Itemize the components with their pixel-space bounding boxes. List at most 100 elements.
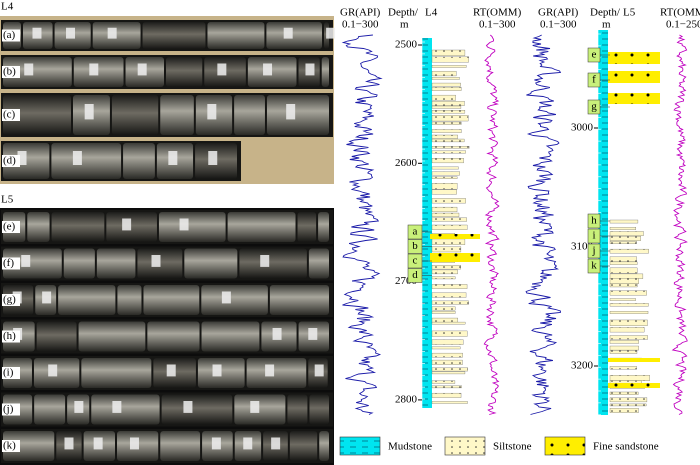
siltstone-band: [609, 219, 639, 224]
siltstone-band: [609, 290, 647, 296]
row-label-bg: [2, 109, 20, 121]
core-tag: [137, 63, 147, 76]
siltstone-band: [609, 327, 645, 333]
core-piece: [51, 143, 122, 179]
core-piece: [166, 57, 203, 87]
core-piece: [161, 394, 233, 425]
rt-header: RT(OMM): [660, 7, 700, 19]
depth-tick-label: 2500: [395, 39, 418, 51]
mudstone-column: [598, 30, 608, 415]
core-piece: [247, 57, 297, 87]
siltstone-band: [431, 171, 460, 176]
siltstone-band: [431, 65, 467, 68]
siltstone-band: [609, 335, 648, 340]
depth-tick-label: 3000: [571, 122, 594, 134]
siltstone-band: [431, 306, 456, 311]
core-piece: [63, 248, 95, 279]
siltstone-band: [431, 134, 458, 139]
siltstone-band: [609, 231, 644, 236]
core-tag: [272, 328, 282, 340]
row-label: (k): [3, 440, 16, 452]
depth-unit: m: [602, 19, 611, 31]
sample-label: b: [412, 240, 418, 252]
fine-sandstone-band: [608, 71, 660, 83]
core-piece: [269, 285, 329, 315]
siltstone-band: [431, 49, 466, 56]
row-label-bg: [2, 440, 20, 452]
siltstone-band: [431, 82, 461, 87]
siltstone-band: [431, 56, 469, 63]
core-piece: [158, 212, 226, 242]
core-tag: [271, 437, 281, 450]
core-tag: [207, 104, 217, 120]
core-piece: [321, 57, 329, 87]
gr-range: 0.1−300: [342, 19, 379, 31]
siltstone-band: [431, 94, 456, 101]
core-piece: [142, 22, 206, 49]
core-tag: [286, 104, 296, 120]
siltstone-band: [431, 86, 462, 91]
row-label: (e): [3, 221, 16, 233]
fine-sandstone-band: [608, 52, 660, 64]
siltstone-band: [431, 166, 459, 170]
well-title: L4: [425, 7, 438, 19]
core-piece: [201, 321, 260, 352]
siltstone-band: [431, 176, 458, 179]
row-label-bg: [2, 294, 20, 306]
sample-label: j: [591, 245, 595, 257]
core-tag: [314, 364, 324, 377]
core-tag: [243, 437, 253, 450]
siltstone-band: [431, 183, 458, 190]
siltstone-band: [431, 115, 469, 122]
siltstone-band: [609, 227, 637, 230]
siltstone-band: [431, 224, 468, 230]
siltstone-band: [431, 367, 468, 372]
sample-label: g: [591, 101, 597, 113]
siltstone-band: [609, 261, 638, 265]
core-tag: [263, 63, 273, 76]
siltstone-band: [431, 206, 458, 213]
row-label: (i): [3, 367, 14, 379]
row-label-bg: [2, 403, 20, 416]
legend-swatch: [339, 436, 381, 456]
siltstone-band: [431, 359, 463, 365]
core-piece: [106, 212, 157, 242]
photo-label: L5: [1, 194, 14, 206]
row-label: (c): [3, 109, 16, 121]
core-tag: [17, 151, 27, 165]
sample-label: a: [413, 226, 418, 238]
siltstone-band: [609, 298, 636, 301]
siltstone-band: [431, 311, 456, 314]
gr-curve: [525, 34, 562, 415]
legend-label: Siltstone: [493, 441, 532, 453]
row-label: (g): [3, 294, 16, 306]
core-piece: [91, 394, 160, 425]
sample-label: c: [413, 255, 418, 267]
row-label: (f): [3, 257, 14, 269]
row-label-bg: [2, 221, 20, 233]
core-tag: [260, 255, 270, 267]
siltstone-band: [431, 217, 467, 222]
core-piece: [319, 431, 329, 461]
core-tag: [64, 437, 74, 450]
siltstone-band: [431, 321, 466, 325]
core-piece: [78, 321, 146, 352]
rt-range: 0.1−250: [666, 19, 700, 31]
core-piece: [160, 431, 201, 461]
core-piece: [51, 212, 105, 242]
siltstone-band: [431, 146, 470, 149]
core-tag: [217, 63, 227, 76]
row-label-bg: [2, 330, 20, 343]
core-piece: [160, 95, 194, 135]
row-label-bg: [2, 257, 20, 270]
gr-range: 0.1−300: [540, 19, 577, 31]
legend-swatch: [444, 436, 486, 456]
sample-label: e: [592, 49, 597, 61]
siltstone-band: [431, 330, 468, 337]
siltstone-band: [609, 403, 647, 407]
core-tag: [265, 364, 275, 377]
core-piece: [308, 248, 329, 279]
siltstone-band: [431, 371, 466, 375]
